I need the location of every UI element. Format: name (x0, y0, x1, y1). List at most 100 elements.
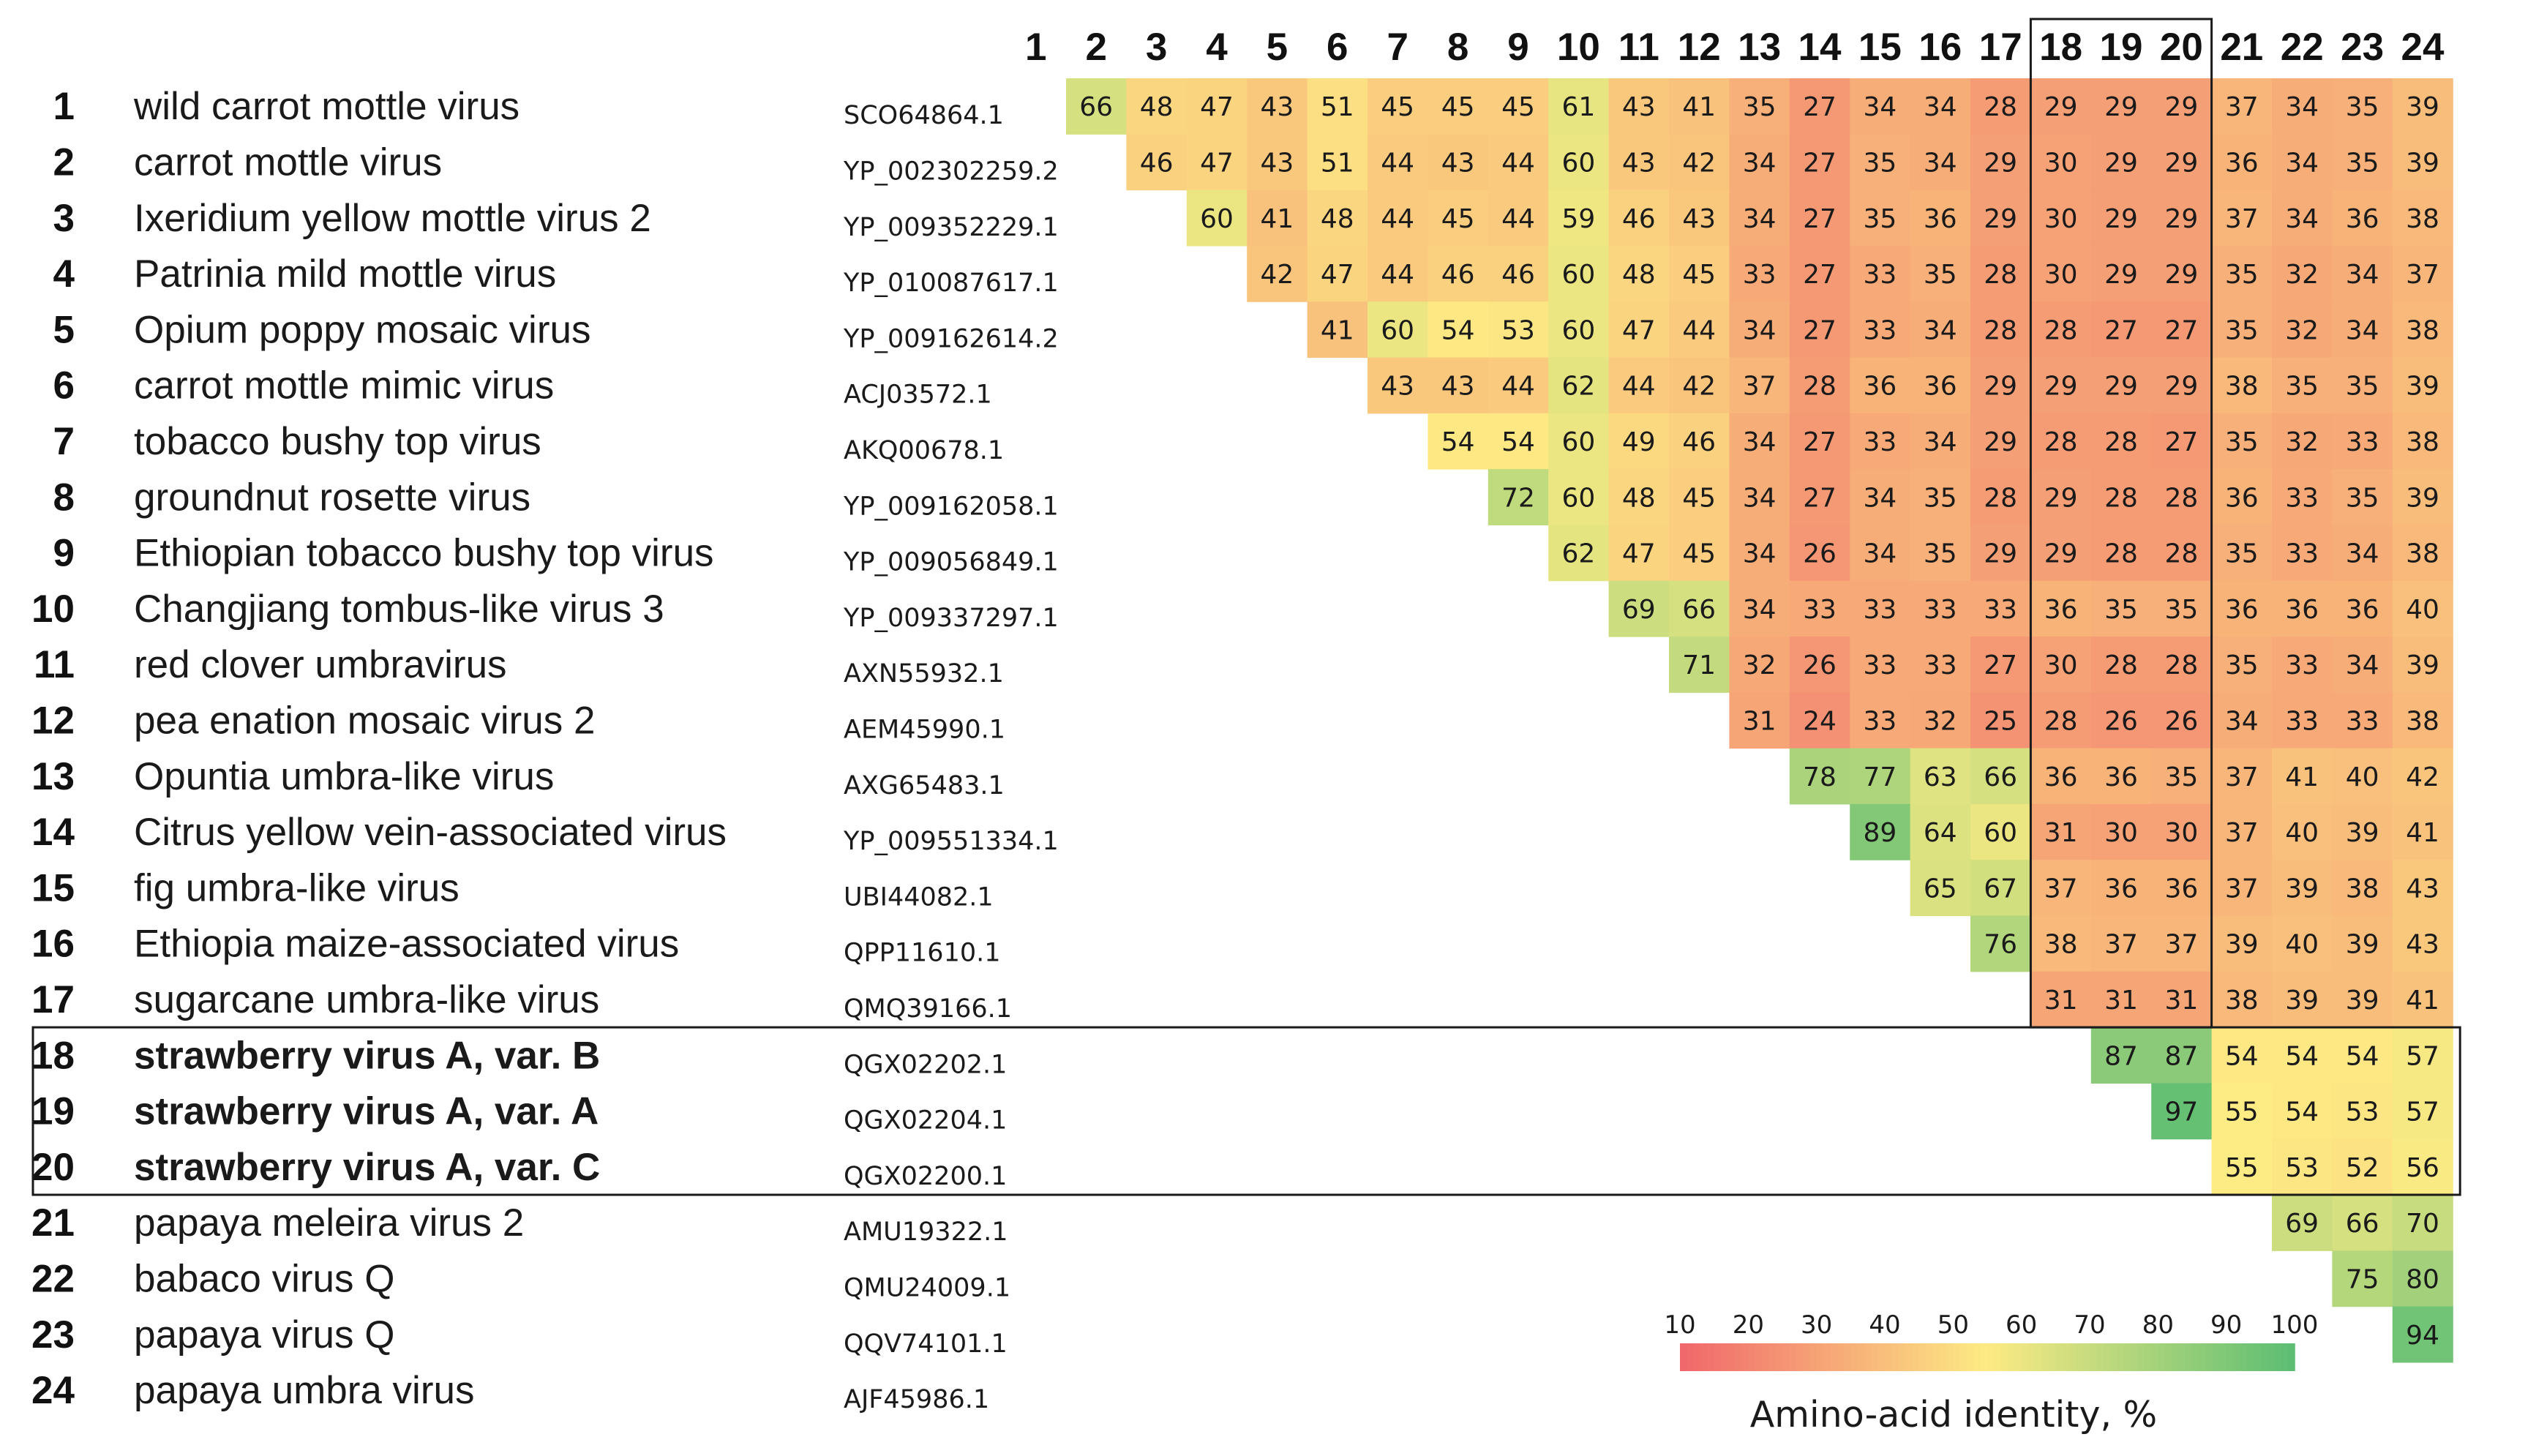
cell-value: 60 (1561, 148, 1595, 178)
cell-value: 52 (2346, 1153, 2379, 1183)
legend-swatch (2267, 1343, 2275, 1371)
legend-swatch (1830, 1343, 1838, 1371)
row-number: 5 (53, 308, 75, 351)
heatmap-cell (2392, 78, 2453, 135)
cell-value: 37 (2104, 930, 2138, 960)
legend-swatch (2117, 1343, 2125, 1371)
cell-value: 32 (2285, 315, 2319, 345)
cell-value: 28 (1984, 483, 2017, 513)
legend-swatch (1946, 1343, 1954, 1371)
heatmap-cell (1970, 637, 2031, 693)
row-number: 23 (31, 1313, 75, 1356)
cell-value: 34 (1924, 427, 1957, 457)
heatmap-cell (2211, 860, 2273, 917)
heatmap-cell (2030, 637, 2092, 693)
cell-value: 53 (2285, 1153, 2319, 1183)
heatmap-cell (1669, 189, 1730, 247)
heatmap-cell (2151, 78, 2213, 135)
cell-value: 54 (2285, 1041, 2319, 1071)
heatmap-cell (1970, 915, 2031, 972)
cell-value: 63 (1924, 762, 1957, 792)
accession-number: QQV74101.1 (844, 1329, 1008, 1359)
cell-value: 43 (1260, 92, 1294, 122)
heatmap-cell (1307, 78, 1368, 135)
heatmap-cell (1608, 245, 1670, 302)
row-labels: 1 wild carrot mottle virus SCO64864.1 2 carr… (31, 85, 1059, 1414)
cell-value: 29 (2164, 260, 2198, 290)
heatmap-cell (2211, 637, 2273, 693)
legend-swatch (2246, 1343, 2254, 1371)
cell-value: 33 (2285, 650, 2319, 680)
cell-value: 64 (1924, 818, 1957, 848)
row-number: 4 (53, 252, 75, 296)
heatmap-cell (1669, 413, 1730, 470)
heatmap-cell (2151, 580, 2213, 637)
color-legend: 10 20 30 40 50 60 70 80 90 100 Amino-acid identit… (1664, 1310, 2318, 1436)
heatmap-cell (2211, 357, 2273, 414)
heatmap-cell (1850, 78, 1911, 135)
heatmap-cell (2392, 301, 2453, 359)
heatmap-cell (1970, 78, 2031, 135)
cell-value: 39 (2406, 92, 2439, 122)
cell-value: 30 (2104, 818, 2138, 848)
heatmap-cell (1729, 245, 1790, 302)
legend-swatch (1803, 1343, 1811, 1371)
legend-swatch (1721, 1343, 1729, 1371)
heatmap-cell (2272, 971, 2333, 1028)
heatmap-cell (2392, 971, 2453, 1028)
legend-swatch (2219, 1343, 2227, 1371)
heatmap-cell (1970, 134, 2031, 191)
heatmap-cell (2272, 357, 2333, 414)
cell-value: 66 (2346, 1209, 2379, 1239)
row-number: 12 (31, 699, 75, 742)
accession-number: YP_009162058.1 (843, 492, 1059, 521)
heatmap-cell (1789, 469, 1850, 525)
column-number: 3 (1146, 26, 1167, 69)
cell-value: 65 (1924, 874, 1957, 904)
row-number: 3 (53, 197, 75, 240)
legend-tick-label: 80 (2142, 1310, 2174, 1340)
legend-swatch (2082, 1343, 2090, 1371)
cell-value: 28 (2104, 427, 2138, 457)
heatmap-cell (1186, 78, 1248, 135)
cell-value: 33 (2285, 706, 2319, 736)
heatmap-cell (2211, 134, 2273, 191)
heatmap-cell (1729, 301, 1790, 359)
virus-name: carrot mottle virus (134, 140, 442, 184)
heatmap-cell (1608, 301, 1670, 359)
legend-swatch (1967, 1343, 1975, 1371)
virus-name: pea enation mosaic virus 2 (134, 699, 595, 742)
cell-value: 54 (1501, 427, 1535, 457)
cell-value: 33 (2285, 483, 2319, 513)
heatmap-cell (2272, 860, 2333, 917)
cell-value: 33 (1924, 595, 1957, 625)
heatmap-cell (1729, 469, 1790, 525)
accession-number: AXN55932.1 (844, 659, 1004, 688)
cell-value: 39 (2406, 650, 2439, 680)
row-number: 24 (31, 1369, 75, 1412)
legend-swatch (2076, 1343, 2084, 1371)
legend-swatch (1877, 1343, 1886, 1371)
heatmap-cell (2151, 748, 2213, 805)
legend-swatch (1796, 1343, 1804, 1371)
row-number: 10 (31, 588, 75, 631)
heatmap-cell (1970, 469, 2031, 525)
heatmap-cell (1789, 301, 1850, 359)
heatmap-cell (1910, 189, 1971, 247)
heatmap-cell (1850, 413, 1911, 470)
legend-swatch (1918, 1343, 1927, 1371)
cell-value: 40 (2346, 762, 2379, 792)
heatmap-cell (2272, 803, 2333, 860)
cell-value: 35 (2225, 315, 2259, 345)
legend-swatch (2192, 1343, 2200, 1371)
cell-value: 28 (2104, 539, 2138, 569)
row-number: 9 (53, 532, 75, 575)
cell-value: 47 (1321, 260, 1354, 290)
cell-value: 48 (1622, 260, 1656, 290)
virus-name: Citrus yellow vein-associated virus (134, 811, 727, 854)
heatmap-cell (1970, 525, 2031, 582)
accession-number: SCO64864.1 (844, 101, 1004, 130)
legend-swatch (2185, 1343, 2193, 1371)
cell-value: 87 (2104, 1041, 2138, 1071)
